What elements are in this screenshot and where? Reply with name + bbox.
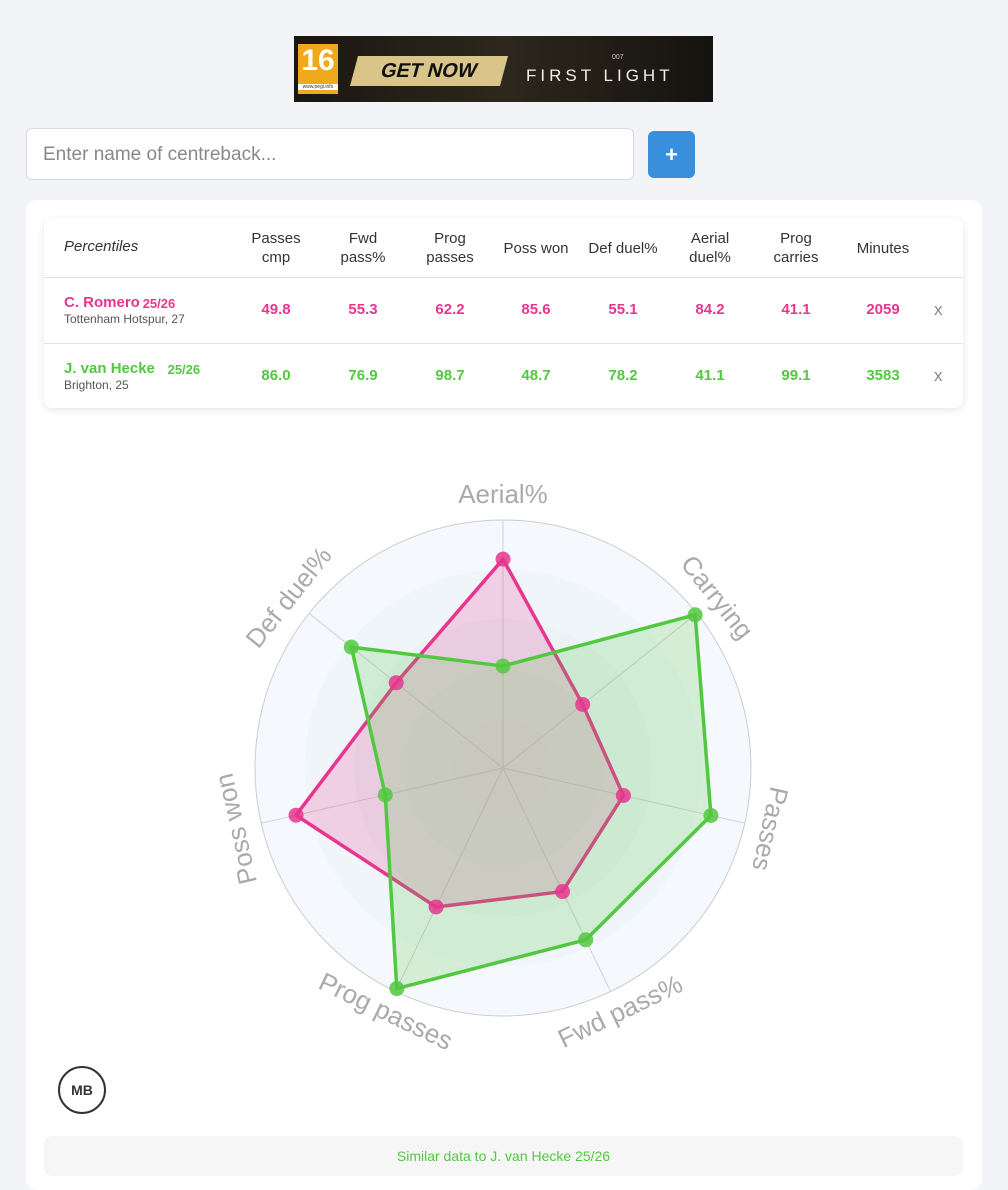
player-name: J. van Hecke bbox=[64, 360, 155, 377]
search-placeholder: Enter name of centreback... bbox=[43, 144, 277, 165]
axis-label: Passes bbox=[746, 784, 794, 874]
radar-point bbox=[687, 607, 703, 623]
radar-point bbox=[389, 981, 405, 997]
ad-cta[interactable]: GET NOW bbox=[349, 56, 509, 86]
stat-cell: 3583 bbox=[866, 367, 900, 384]
axis-label: Aerial% bbox=[458, 479, 548, 509]
stat-cell: 98.7 bbox=[435, 367, 465, 384]
header-border bbox=[44, 277, 963, 278]
rating-site: www.pegi.info bbox=[298, 84, 338, 90]
player-info: Tottenham Hotspur, 27 bbox=[64, 312, 185, 326]
radar-point bbox=[288, 807, 304, 823]
radar-spoke bbox=[394, 767, 504, 992]
radar-point bbox=[388, 675, 404, 691]
radar-point bbox=[495, 658, 511, 674]
percentile-table: Percentiles Passes cmp Fwd pass% Prog passe… bbox=[44, 218, 963, 408]
axis-label: Poss won bbox=[209, 771, 263, 888]
column-header: Aerial duel% bbox=[689, 230, 731, 266]
radar-point bbox=[703, 807, 719, 823]
column-header: Minutes bbox=[856, 239, 910, 257]
radar-point bbox=[555, 884, 571, 900]
remove-button[interactable]: x bbox=[934, 300, 943, 319]
radar-point bbox=[615, 787, 631, 803]
column-header: Fwd pass% bbox=[340, 230, 386, 266]
logo: MB bbox=[58, 1066, 106, 1114]
radar-point bbox=[428, 899, 444, 915]
search-input[interactable]: Enter name of centreback... bbox=[26, 128, 634, 180]
stat-cell: 76.9 bbox=[348, 367, 378, 384]
corner-label: Percentiles bbox=[64, 238, 139, 255]
radar-spoke bbox=[502, 767, 612, 992]
radar-point bbox=[343, 639, 359, 655]
stat-cell: 55.1 bbox=[608, 301, 638, 318]
stat-cell: 99.1 bbox=[781, 367, 811, 384]
stat-cell: 86.0 bbox=[261, 367, 291, 384]
stat-cell: 49.8 bbox=[261, 301, 291, 318]
column-header: Prog carries bbox=[773, 230, 819, 266]
radar-point bbox=[377, 787, 393, 803]
radar-point bbox=[495, 551, 511, 567]
stat-cell: 41.1 bbox=[781, 301, 811, 318]
stat-cell: 2059 bbox=[866, 301, 900, 318]
stat-cell: 41.1 bbox=[695, 367, 725, 384]
ad-banner[interactable]: 16 www.pegi.info GET NOW 007 FIRST LIGHT bbox=[294, 36, 713, 102]
stat-cell: 55.3 bbox=[348, 301, 378, 318]
player-season: 25/26 bbox=[142, 296, 176, 311]
ad-product: FIRST LIGHT bbox=[526, 66, 674, 85]
similar-header: Similar data to J. van Hecke 25/26 bbox=[44, 1136, 963, 1176]
radar-spoke bbox=[308, 612, 504, 769]
column-header: Poss won bbox=[503, 239, 569, 257]
player-season: 25/26 bbox=[167, 362, 201, 377]
radar-spoke bbox=[502, 612, 698, 769]
remove-button[interactable]: x bbox=[934, 366, 943, 385]
column-header: Passes cmp bbox=[251, 230, 301, 266]
add-button[interactable]: + bbox=[648, 131, 695, 178]
stat-cell: 48.7 bbox=[521, 367, 551, 384]
stat-cell: 62.2 bbox=[435, 301, 465, 318]
player-name: C. Romero bbox=[64, 294, 140, 311]
radar-area bbox=[294, 557, 626, 909]
stat-cell: 85.6 bbox=[521, 301, 551, 318]
radar-area bbox=[349, 613, 713, 991]
stat-cell: 84.2 bbox=[695, 301, 725, 318]
column-header: Def duel% bbox=[588, 239, 658, 257]
radar-point bbox=[578, 932, 594, 948]
player-info: Brighton, 25 bbox=[64, 378, 129, 392]
stat-cell: 78.2 bbox=[608, 367, 638, 384]
ad-brand: 007 bbox=[612, 54, 624, 61]
row-border bbox=[44, 343, 963, 344]
radar-point bbox=[575, 696, 591, 712]
column-header: Prog passes bbox=[426, 230, 474, 266]
